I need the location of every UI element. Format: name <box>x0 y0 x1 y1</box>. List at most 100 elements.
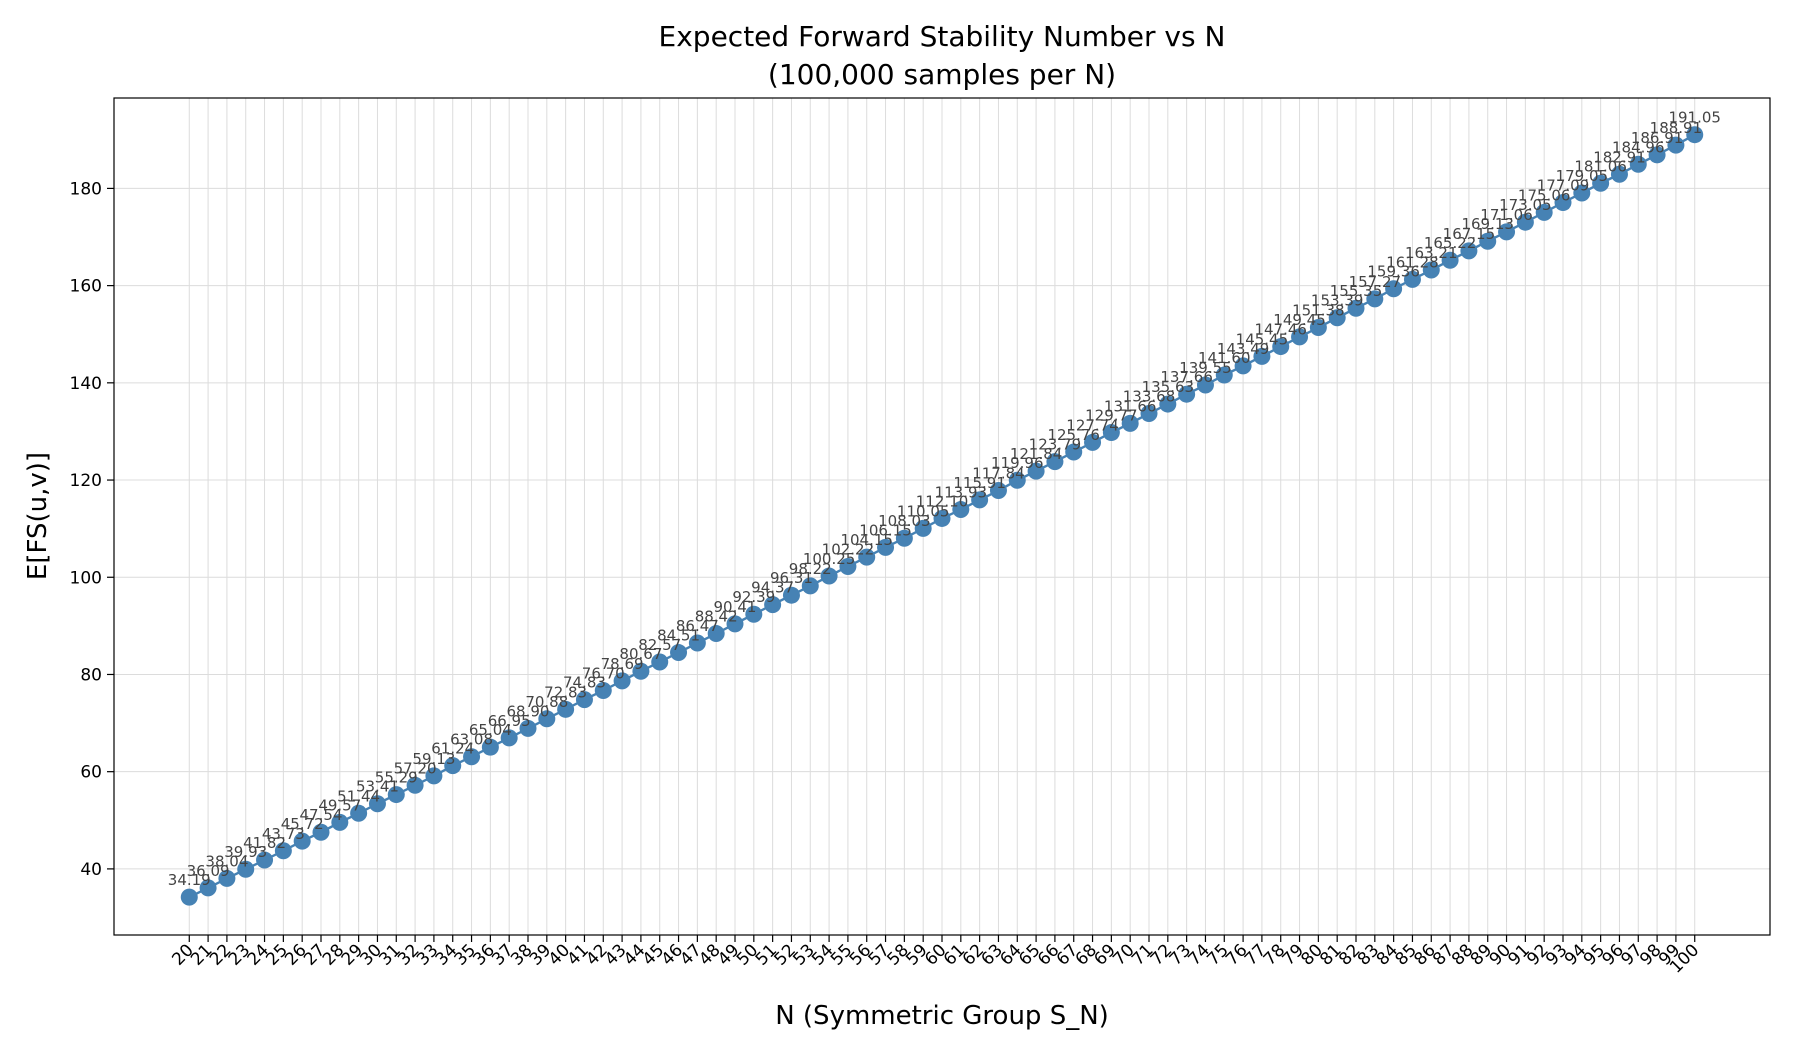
data-point <box>594 682 612 700</box>
data-point <box>350 804 368 822</box>
data-point <box>368 795 386 813</box>
data-label: 98.22 <box>789 560 832 578</box>
data-point <box>707 625 725 643</box>
data-label: 181.06 <box>1574 157 1627 175</box>
data-label: 129.77 <box>1085 407 1138 425</box>
data-label: 151.38 <box>1292 302 1345 320</box>
data-label: 63.08 <box>450 731 493 749</box>
data-label: 159.36 <box>1367 263 1420 281</box>
plot-frame <box>113 97 1771 936</box>
chart-title: Expected Forward Stability Number vs N <box>659 20 1226 53</box>
data-point <box>1196 376 1214 394</box>
data-point <box>180 888 198 906</box>
data-point <box>914 519 932 537</box>
data-label: 131.66 <box>1104 397 1157 415</box>
data-label: 84.51 <box>657 627 700 645</box>
data-label: 125.76 <box>1047 426 1100 444</box>
data-point <box>1610 165 1628 183</box>
data-label: 47.54 <box>300 806 343 824</box>
data-point <box>1385 280 1403 298</box>
data-label: 141.60 <box>1198 349 1251 367</box>
data-point <box>1215 366 1233 384</box>
data-label: 113.93 <box>935 484 988 502</box>
data-label: 100.25 <box>803 550 856 568</box>
data-label: 65.04 <box>469 721 512 739</box>
data-point <box>933 509 951 527</box>
data-label: 110.05 <box>897 502 950 520</box>
data-label: 191.05 <box>1668 109 1721 127</box>
data-point <box>877 538 895 556</box>
data-point <box>688 634 706 652</box>
data-point <box>1441 251 1459 269</box>
data-point <box>1309 319 1327 337</box>
data-label: 34.19 <box>168 871 211 889</box>
data-label: 155.35 <box>1330 282 1383 300</box>
data-point <box>989 482 1007 500</box>
data-point <box>293 832 311 850</box>
y-tick-label: 160 <box>70 277 102 297</box>
data-points <box>180 126 1704 906</box>
data-point <box>1084 433 1102 451</box>
data-label: 38.04 <box>205 852 248 870</box>
data-label: 163.21 <box>1405 244 1458 262</box>
data-point <box>1121 414 1139 432</box>
data-point <box>406 776 424 794</box>
y-tick-label: 180 <box>70 179 102 199</box>
data-label: 188.91 <box>1650 119 1703 137</box>
data-label: 133.68 <box>1123 388 1176 406</box>
data-point <box>1102 424 1120 442</box>
data-label: 51.44 <box>337 787 380 805</box>
data-label: 39.93 <box>224 843 267 861</box>
data-label: 135.63 <box>1142 378 1195 396</box>
data-point <box>1592 174 1610 192</box>
data-label: 55.29 <box>375 769 418 787</box>
data-point <box>632 662 650 680</box>
data-label: 173.05 <box>1499 196 1552 214</box>
data-point <box>726 615 744 633</box>
data-point <box>1159 395 1177 413</box>
data-label: 53.41 <box>356 778 399 796</box>
data-point <box>575 691 593 709</box>
data-label: 86.47 <box>676 617 719 635</box>
data-point <box>858 548 876 566</box>
data-point <box>745 605 763 623</box>
data-point <box>481 738 499 756</box>
data-label: 106.15 <box>859 521 912 539</box>
data-label: 167.15 <box>1443 225 1496 243</box>
data-label: 82.57 <box>638 636 681 654</box>
data-point <box>312 823 330 841</box>
data-label: 66.95 <box>488 712 531 730</box>
data-point <box>1422 261 1440 279</box>
data-point <box>820 567 838 585</box>
data-point <box>218 869 236 887</box>
data-label: 171.06 <box>1480 206 1533 224</box>
data-point <box>1234 357 1252 375</box>
data-point <box>1291 328 1309 346</box>
y-tick-label: 80 <box>80 665 102 685</box>
data-label: 117.84 <box>972 465 1025 483</box>
data-point <box>500 729 518 747</box>
data-point <box>1347 299 1365 317</box>
data-point <box>1460 242 1478 260</box>
data-label: 57.20 <box>394 759 437 777</box>
data-point <box>971 491 989 509</box>
data-label: 80.67 <box>619 645 662 663</box>
data-point <box>1498 223 1516 241</box>
data-label: 49.57 <box>318 796 361 814</box>
data-point <box>801 577 819 595</box>
data-point <box>1648 146 1666 164</box>
data-label: 70.88 <box>525 693 568 711</box>
data-label: 169.13 <box>1461 215 1514 233</box>
data-point <box>1479 232 1497 250</box>
data-label: 123.79 <box>1029 436 1082 454</box>
data-point <box>1667 136 1685 154</box>
data-label: 78.69 <box>601 655 644 673</box>
data-label: 43.73 <box>262 825 305 843</box>
data-point <box>1366 290 1384 308</box>
data-label: 165.22 <box>1424 234 1477 252</box>
data-point <box>1140 405 1158 423</box>
data-point <box>387 786 405 804</box>
x-axis-label: N (Symmetric Group S_N) <box>775 1001 1109 1031</box>
